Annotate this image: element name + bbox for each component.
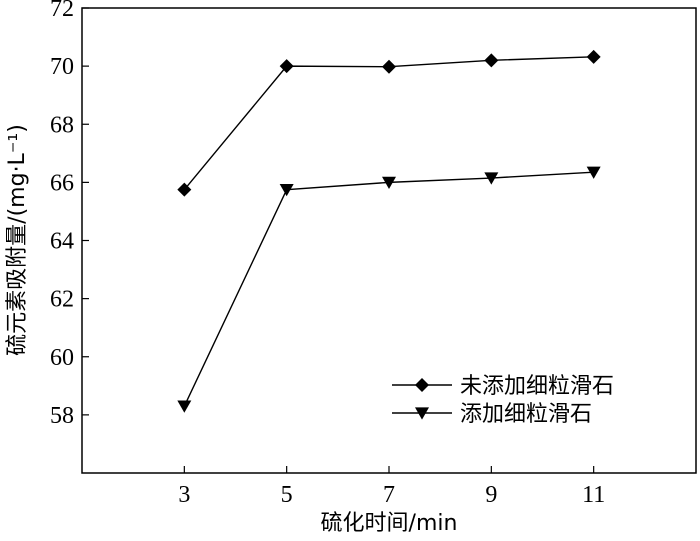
y-tick-label: 70 [50, 54, 74, 80]
y-tick-label: 64 [50, 229, 74, 255]
legend-label: 添加细粒滑石 [460, 402, 592, 427]
x-axis-title: 硫化时间/min [321, 511, 458, 536]
y-tick-label: 62 [50, 287, 74, 313]
diamond-marker [415, 378, 429, 392]
y-tick-label: 68 [50, 112, 74, 138]
x-tick-label: 7 [383, 482, 395, 508]
diamond-marker [586, 49, 601, 64]
x-tick-label: 5 [281, 482, 293, 508]
y-tick-label: 72 [50, 0, 74, 22]
series-layer [177, 49, 601, 413]
triangle-down-marker [177, 400, 192, 413]
triangle-down-marker [586, 166, 601, 179]
series-1 [177, 49, 601, 197]
y-tick-label: 60 [50, 345, 74, 371]
x-ticks: 3 5 7 9 11 [178, 466, 605, 508]
triangle-down-marker [415, 407, 429, 420]
series-line [183, 171, 594, 407]
y-ticks: 58 60 62 64 66 68 70 72 [50, 0, 89, 429]
legend-item-2: 添加细粒滑石 [392, 402, 592, 427]
x-tick-label: 9 [485, 482, 497, 508]
legend-label: 未添加细粒滑石 [460, 374, 614, 399]
plot-frame [81, 7, 697, 474]
diamond-marker [279, 59, 294, 74]
triangle-down-marker [382, 176, 396, 190]
triangle-down-marker [484, 172, 499, 185]
y-tick-label: 58 [50, 403, 74, 429]
diamond-marker [484, 53, 499, 68]
y-axis-title: 硫元素吸附量/(mg·L⁻¹) [5, 124, 30, 356]
triangle-down-marker [279, 184, 294, 197]
x-tick-label: 3 [178, 482, 190, 508]
legend-item-1: 未添加细粒滑石 [392, 374, 614, 399]
diamond-marker [382, 59, 396, 74]
series-line [183, 56, 594, 191]
x-tick-label: 11 [582, 482, 605, 508]
y-tick-label: 66 [50, 170, 74, 196]
diamond-marker [177, 182, 192, 197]
series-2 [177, 166, 601, 413]
